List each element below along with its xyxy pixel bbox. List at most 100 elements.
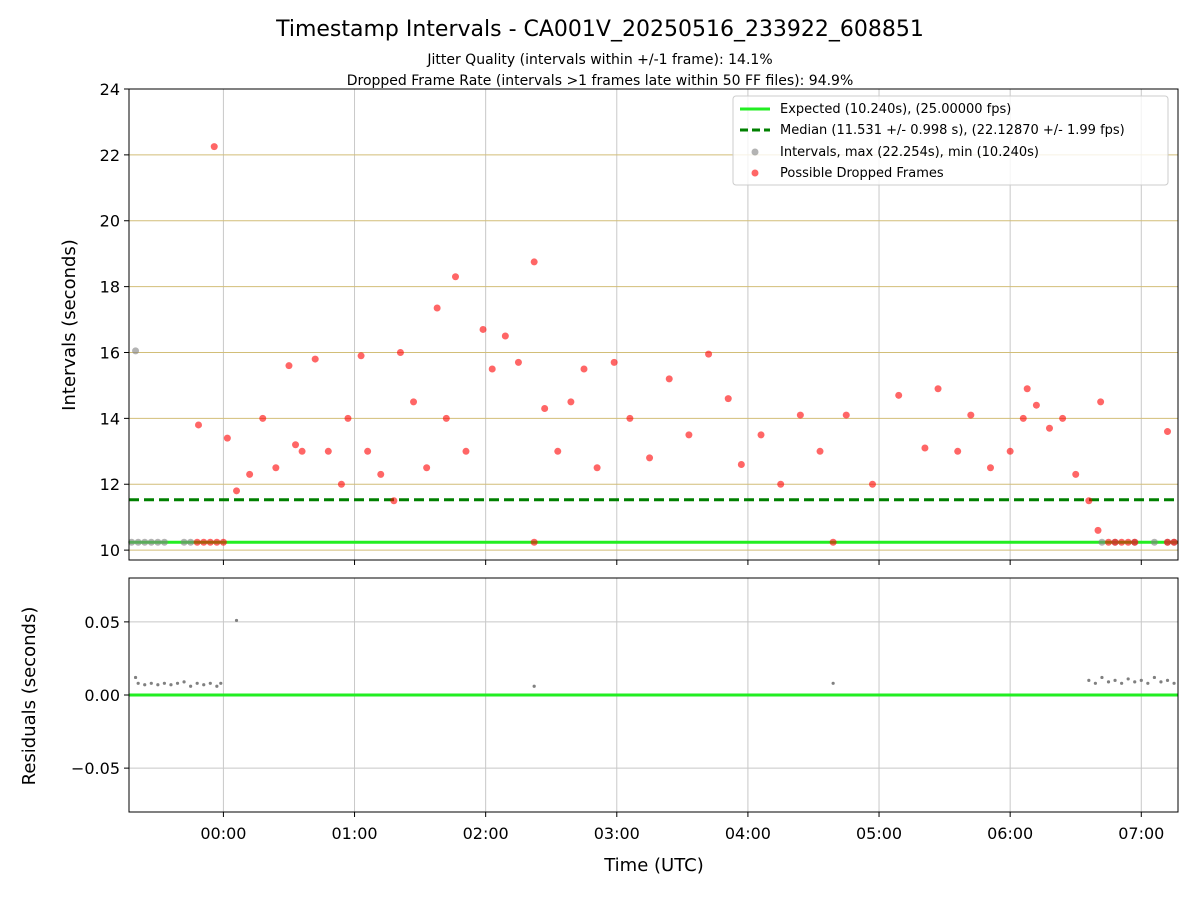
legend: Expected (10.240s), (25.00000 fps) Media… [732,95,1169,186]
dropped-point-68 [1105,538,1113,546]
dropped-point-64 [1085,497,1093,505]
residual-point-29 [1159,680,1163,684]
residual-point-25 [1133,680,1137,684]
residual-point-17 [831,681,835,685]
dropped-point-65 [1094,526,1102,534]
dropped-point-19 [390,497,398,505]
dropped-point-62 [1059,414,1067,422]
dropped-point-63 [1072,470,1080,478]
legend-median-label: Median (11.531 +/- 0.998 s), (22.12870 +… [780,123,1125,138]
dropped-point-14 [337,480,345,488]
bottom-ylabel: Residuals (seconds) [19,607,40,786]
dropped-point-51 [895,391,903,399]
dropped-point-31 [530,258,538,266]
dropped-point-28 [488,365,496,373]
bottom-panel: −0.05 0.00 0.05 00:00 01:00 02:00 03:00 04:00 05… [71,577,1179,843]
dropped-point-11 [298,447,306,455]
dropped-point-42 [705,350,713,358]
residual-point-3 [149,681,153,685]
residual-point-24 [1126,677,1130,681]
dropped-point-12 [311,355,319,363]
residual-point-2 [143,683,147,687]
interval-point-5 [160,538,168,546]
dropped-point-66 [1097,398,1105,406]
residual-point-7 [175,681,180,685]
dropped-point-1 [194,421,202,429]
residual-point-6 [169,683,173,687]
residual-point-9 [189,684,193,688]
dropped-point-73 [1164,538,1172,546]
legend-dropped-swatch [751,169,759,177]
dropped-point-24 [442,414,450,422]
dropped-point-45 [757,431,765,439]
dropped-point-8 [272,464,280,472]
dropped-point-47 [796,411,804,419]
dropped-point-39 [646,454,654,462]
dropped-point-27 [479,325,487,333]
residual-point-12 [208,681,212,685]
xtick-label-1: 01:00 [331,824,377,843]
residual-point-31 [1172,681,1176,685]
p1-frame [128,577,1179,813]
residual-point-0 [133,675,138,680]
dropped-point-32 [541,404,549,412]
dropped-point-54 [954,447,962,455]
dropped-point-41 [685,431,693,439]
dropped-point-15 [344,414,352,422]
p0-ytick-label-6: 22 [100,146,120,165]
legend-box [732,95,1169,186]
dropped-point-43 [724,395,732,403]
dropped-point-37 [610,358,618,366]
xtick-label-4: 04:00 [725,824,771,843]
p0-frame [128,88,1179,561]
residual-point-22 [1113,678,1117,682]
dropped-point-36 [593,464,601,472]
residual-point-20 [1100,675,1104,680]
dropped-point-20 [396,348,404,356]
dropped-point-10 [292,441,300,449]
dropped-point-13 [324,447,332,455]
residual-point-4 [156,683,160,687]
dropped-point-48 [816,447,824,455]
dropped-point-5 [233,487,241,495]
x-axis-label: Time (UTC) [603,855,704,876]
residual-point-18 [1087,678,1091,682]
subtitle-dropped: Dropped Frame Rate (intervals >1 frames … [347,73,854,89]
dropped-point-29 [501,332,509,340]
dropped-point-72 [1131,538,1139,546]
residual-point-1 [136,681,140,685]
interval-point-4 [154,538,162,546]
p0-ytick-label-2: 14 [100,409,120,428]
dropped-point-34 [567,398,575,406]
xtick-label-0: 00:00 [200,824,246,843]
dropped-point-55 [967,411,975,419]
dropped-point-61 [1045,424,1053,432]
p0-ytick-label-3: 16 [100,343,120,362]
dropped-point-26 [462,447,470,455]
residual-point-11 [202,683,206,687]
dropped-point-6 [246,470,254,478]
dropped-point-77 [206,538,214,546]
legend-interval-label: Intervals, max (22.254s), min (10.240s) [780,145,1039,160]
interval-point-7 [187,538,195,546]
interval-point-0 [128,538,136,546]
legend-expected-label: Expected (10.240s), (25.00000 fps) [780,102,1011,117]
dropped-point-67 [1164,428,1172,436]
dropped-point-18 [377,470,385,478]
residual-point-28 [1152,675,1156,680]
dropped-point-53 [934,385,942,393]
dropped-point-33 [554,447,562,455]
dropped-point-71 [1124,538,1132,546]
legend-dropped-label: Possible Dropped Frames [780,166,944,181]
interval-point-9 [1098,538,1106,546]
interval-point-2 [141,538,149,546]
dropped-point-49 [842,411,850,419]
p0-ytick-label-7: 24 [100,80,120,99]
dropped-point-74 [1170,538,1178,546]
dropped-point-60 [1032,401,1040,409]
dropped-point-69 [1111,538,1119,546]
p1-ytick-label-1: 0.00 [84,686,120,705]
dropped-point-16 [357,352,365,360]
interval-point-12 [1150,538,1158,546]
